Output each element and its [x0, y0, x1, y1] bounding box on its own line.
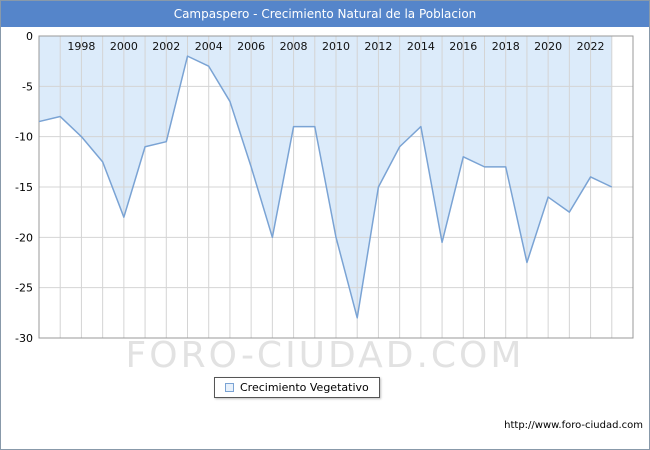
svg-text:-10: -10	[15, 131, 33, 144]
svg-text:-20: -20	[15, 231, 33, 244]
svg-text:-5: -5	[22, 80, 33, 93]
legend-marker-icon	[225, 383, 234, 392]
svg-text:2016: 2016	[449, 40, 477, 53]
svg-text:0: 0	[26, 30, 33, 43]
svg-text:2000: 2000	[110, 40, 138, 53]
svg-text:2014: 2014	[407, 40, 435, 53]
svg-text:-15: -15	[15, 181, 33, 194]
svg-text:2012: 2012	[364, 40, 392, 53]
svg-text:2022: 2022	[577, 40, 605, 53]
legend-label: Crecimiento Vegetativo	[240, 381, 369, 394]
svg-text:2020: 2020	[534, 40, 562, 53]
chart-title: Campaspero - Crecimiento Natural de la P…	[1, 1, 649, 27]
legend: Crecimiento Vegetativo	[214, 377, 380, 398]
svg-text:1998: 1998	[67, 40, 95, 53]
svg-text:2004: 2004	[195, 40, 223, 53]
svg-text:2018: 2018	[492, 40, 520, 53]
svg-text:2010: 2010	[322, 40, 350, 53]
svg-text:-25: -25	[15, 282, 33, 295]
svg-text:-30: -30	[15, 332, 33, 345]
svg-text:2002: 2002	[152, 40, 180, 53]
svg-text:2008: 2008	[280, 40, 308, 53]
svg-text:2006: 2006	[237, 40, 265, 53]
footer-url: http://www.foro-ciudad.com	[504, 420, 643, 431]
